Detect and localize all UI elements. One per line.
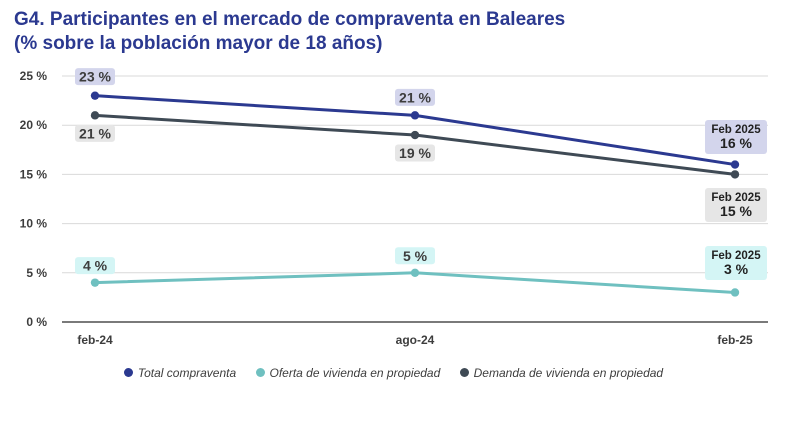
- data-label-demanda: 19 %: [395, 144, 435, 162]
- data-point-total: [730, 160, 740, 169]
- data-point-oferta: [90, 278, 100, 287]
- chart-legend: Total compraventa Oferta de vivienda en …: [0, 366, 787, 380]
- data-point-total: [90, 91, 100, 100]
- data-label-demanda: 21 %: [75, 124, 115, 142]
- chart-title-line-1: G4. Participantes en el mercado de compr…: [14, 9, 566, 30]
- data-label-oferta: 5 %: [395, 247, 435, 265]
- y-tick-label: 25 %: [20, 69, 48, 83]
- data-label-demanda-background: [395, 144, 435, 162]
- data-label-total-background: [395, 88, 435, 106]
- data-label-total-text: 23 %: [79, 69, 111, 85]
- data-label-total-text: 21 %: [399, 89, 431, 105]
- legend-marker-oferta: [255, 368, 265, 377]
- y-tick-label: 20 %: [20, 118, 48, 132]
- chart-title-line-2: (% sobre la población mayor de 18 años): [14, 33, 383, 54]
- legend-item-demanda: Demanda de vivienda en propiedad: [459, 366, 664, 380]
- line-chart: 0 % 5 % 10 % 15 % 20 % 25 % feb-24 ago-24 feb-25…: [20, 68, 768, 347]
- end-label-oferta-background: [705, 246, 767, 280]
- data-label-demanda-background: [75, 124, 115, 142]
- end-label-demanda-background: [705, 188, 767, 222]
- data-label-oferta: 4 %: [75, 257, 115, 275]
- data-point-total: [410, 111, 420, 120]
- chart-title: G4. Participantes en el mercado de compr…: [14, 8, 565, 56]
- data-point-demanda: [90, 111, 100, 120]
- data-label-oferta-text: 5 %: [403, 248, 428, 264]
- end-label-oferta-text: Feb 2025: [711, 250, 761, 262]
- end-label-total-text: 16 %: [720, 135, 752, 151]
- data-label-oferta-text: 4 %: [83, 258, 108, 274]
- legend-label-oferta: Oferta de vivienda en propiedad: [269, 366, 441, 380]
- end-label-total-text: Feb 2025: [711, 124, 761, 136]
- legend-marker-total: [123, 368, 133, 377]
- end-label-demanda-text: 15 %: [720, 203, 752, 219]
- data-label-total-background: [75, 68, 115, 86]
- data-point-oferta: [730, 288, 740, 297]
- y-tick-label: 15 %: [20, 167, 48, 181]
- y-tick-label: 5 %: [26, 266, 47, 280]
- end-label-total-background: [705, 120, 767, 154]
- legend-label-total: Total compraventa: [137, 366, 237, 380]
- data-label-total: 23 %: [75, 68, 115, 86]
- data-point-demanda: [410, 130, 420, 140]
- data-label-oferta-background: [395, 247, 435, 265]
- x-tick-label: feb-24: [77, 333, 113, 347]
- x-tick-label: ago-24: [396, 333, 435, 347]
- data-label-oferta-background: [75, 257, 115, 275]
- y-tick-label: 0 %: [26, 315, 47, 329]
- data-point-demanda: [730, 170, 740, 179]
- x-tick-label: feb-25: [717, 333, 753, 347]
- legend-item-total: Total compraventa: [123, 366, 237, 380]
- data-label-total: 21 %: [395, 88, 435, 106]
- legend-item-oferta: Oferta de vivienda en propiedad: [255, 366, 441, 380]
- data-label-demanda-text: 21 %: [79, 125, 111, 141]
- end-label-demanda-text: Feb 2025: [711, 192, 761, 204]
- end-label-oferta-text: 3 %: [724, 261, 749, 277]
- y-tick-label: 10 %: [20, 217, 48, 231]
- legend-label-demanda: Demanda de vivienda en propiedad: [473, 366, 664, 380]
- data-label-demanda-text: 19 %: [399, 145, 431, 161]
- data-point-oferta: [410, 268, 420, 277]
- legend-marker-demanda: [459, 368, 469, 377]
